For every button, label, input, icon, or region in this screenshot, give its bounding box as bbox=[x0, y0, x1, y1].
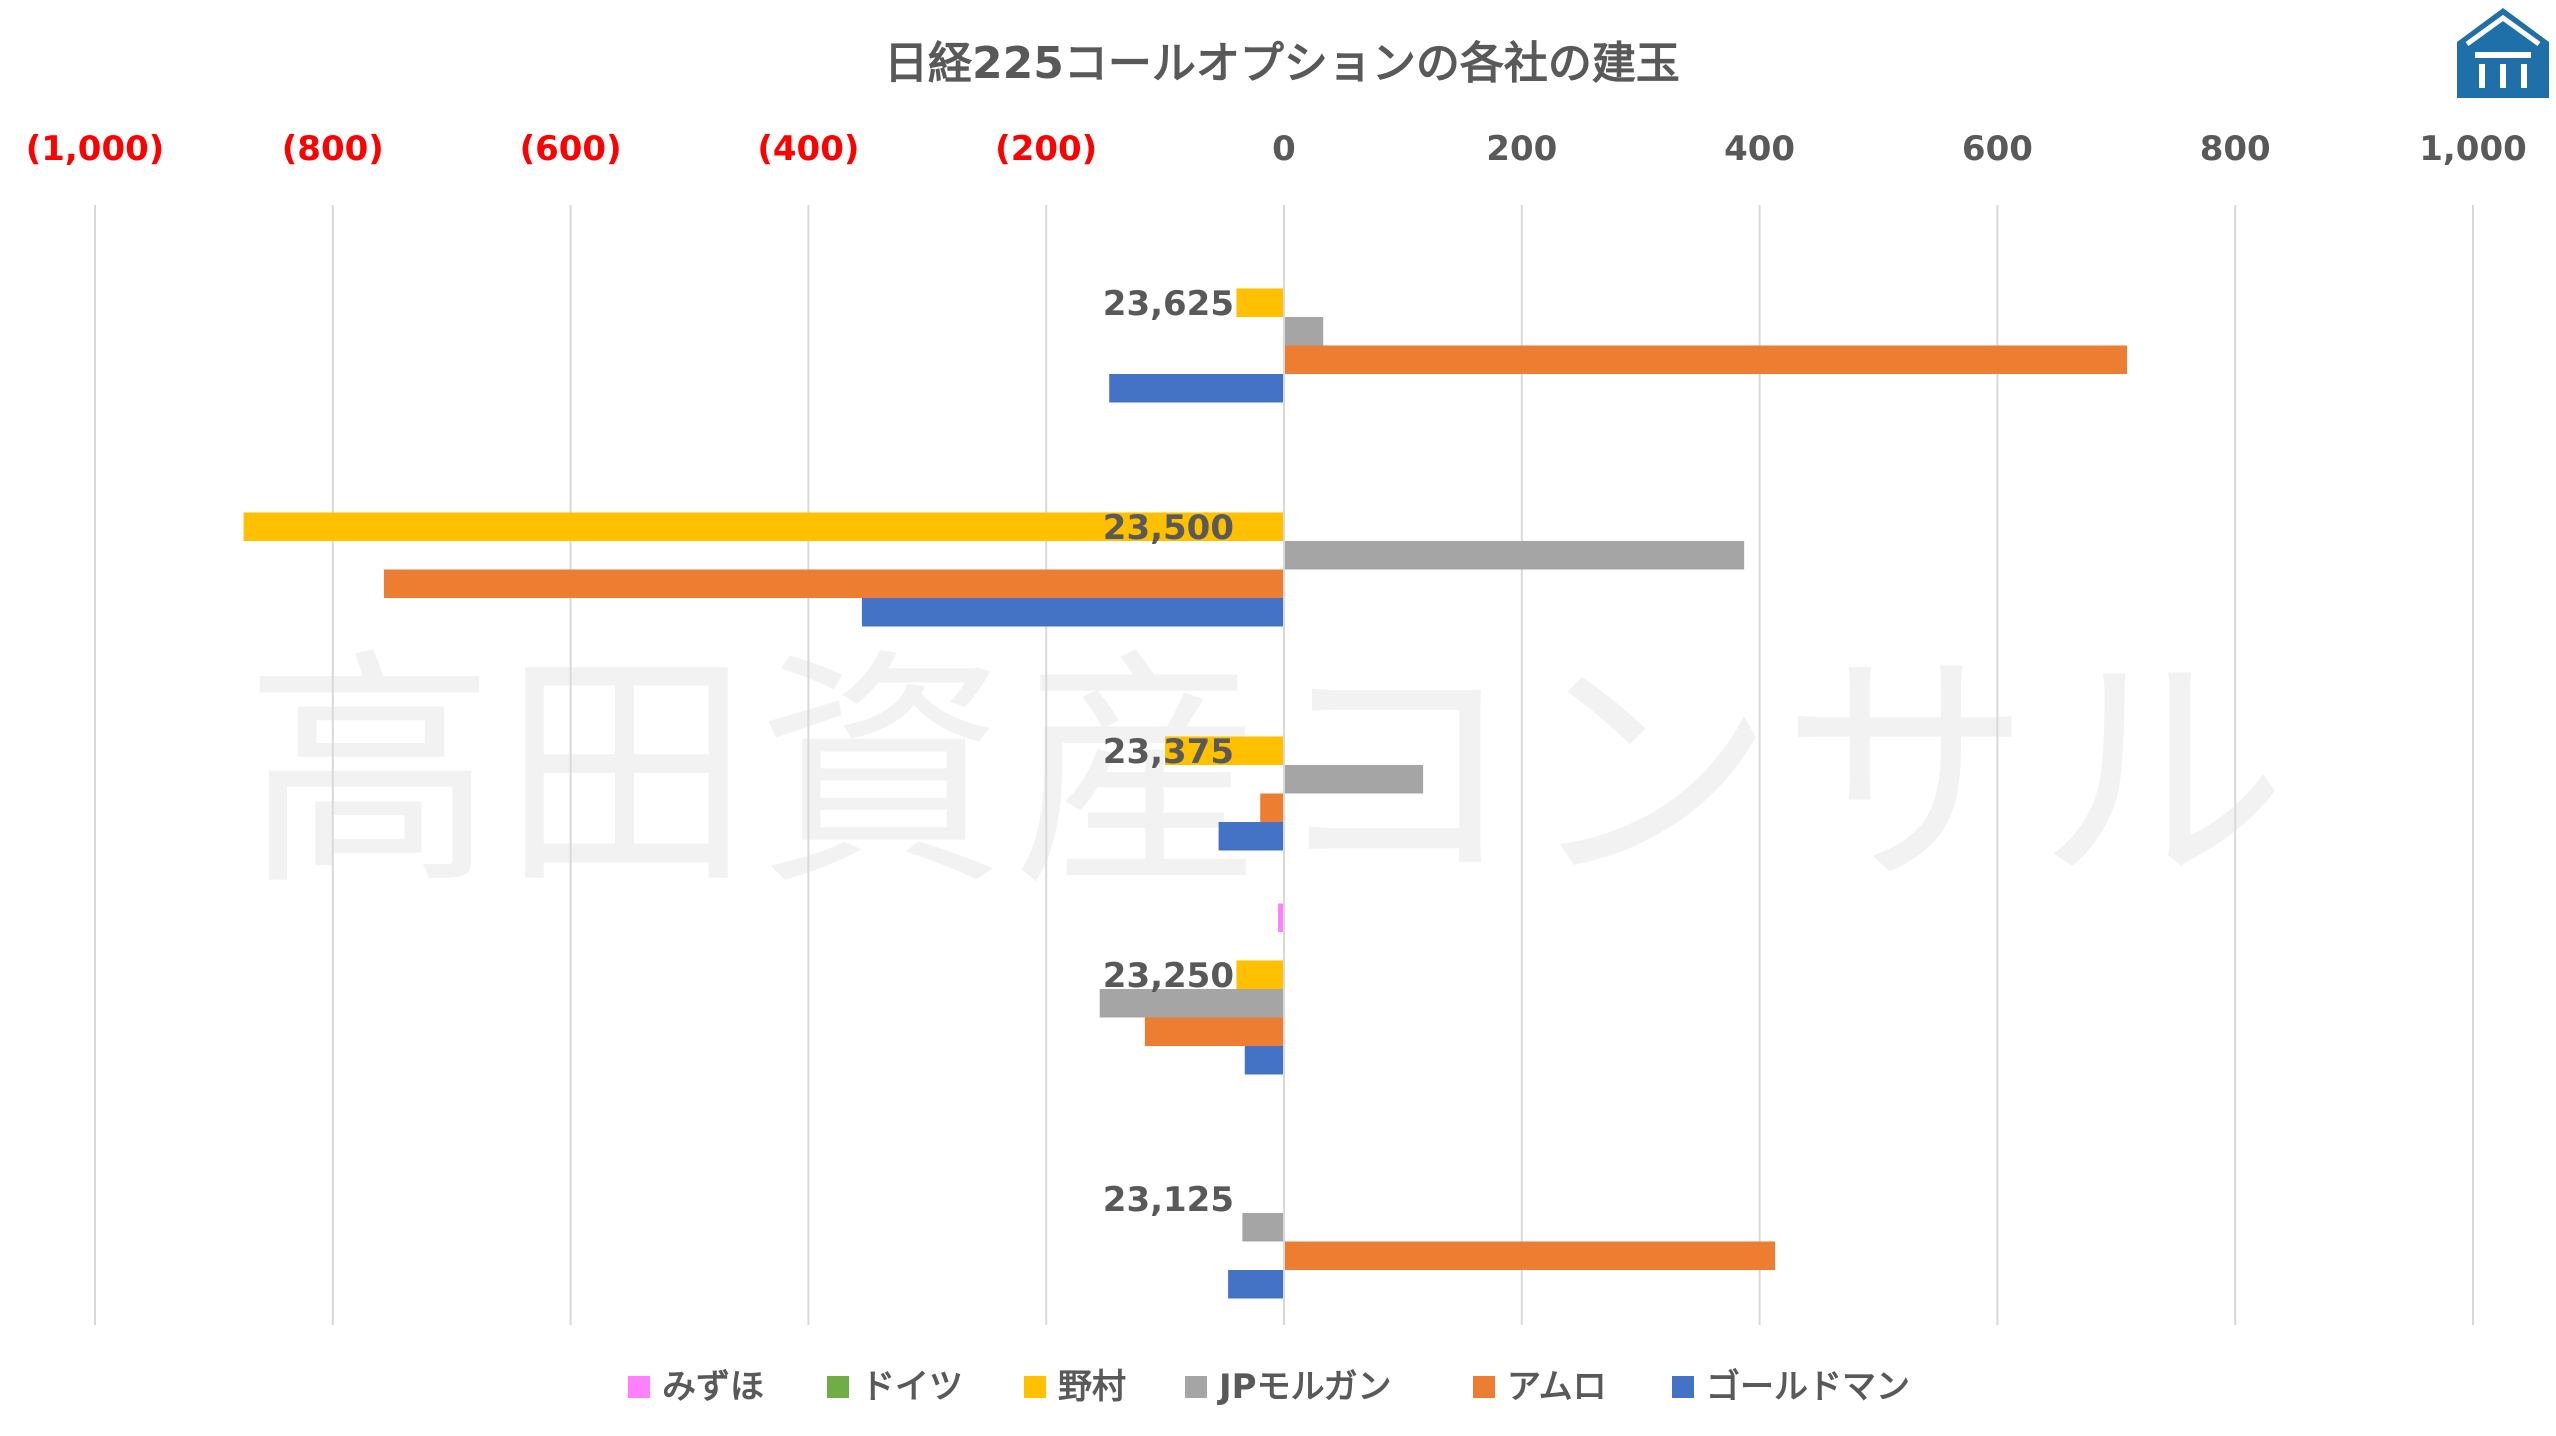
bar bbox=[1242, 1213, 1284, 1242]
bar bbox=[1284, 345, 2128, 374]
category-label: 23,625 bbox=[1103, 284, 1234, 324]
category-label: 23,500 bbox=[1103, 508, 1234, 548]
legend-label: アムロ bbox=[1507, 1367, 1607, 1407]
x-tick-label: 600 bbox=[1962, 129, 2033, 169]
x-axis-ticks: (1,000) (800) (600) (400) (200) 0 200 400 600 800… bbox=[26, 129, 2527, 169]
legend-label: 野村 bbox=[1058, 1367, 1126, 1407]
bar bbox=[1165, 736, 1284, 765]
x-tick-label: 200 bbox=[1486, 129, 1557, 169]
x-tick-label: 0 bbox=[1272, 129, 1296, 169]
bar bbox=[1244, 1046, 1284, 1075]
x-tick-label: 800 bbox=[2200, 129, 2271, 169]
legend: みずほ ドイツ 野村 JPモルガン アムロ ゴールドマン bbox=[628, 1367, 1910, 1407]
category-label: 23,125 bbox=[1103, 1180, 1234, 1220]
bar bbox=[1284, 317, 1324, 346]
legend-swatch bbox=[1024, 1376, 1046, 1398]
x-tick-label: (600) bbox=[520, 129, 622, 169]
bar bbox=[243, 512, 1284, 541]
bar bbox=[1109, 374, 1284, 403]
category-label: 23,375 bbox=[1103, 732, 1234, 772]
bar bbox=[1278, 903, 1284, 932]
bar bbox=[1236, 288, 1284, 317]
category-label: 23,250 bbox=[1103, 956, 1234, 996]
legend-label: ゴールドマン bbox=[1706, 1367, 1910, 1407]
bar bbox=[1260, 793, 1284, 822]
legend-swatch bbox=[628, 1376, 650, 1398]
bars bbox=[243, 288, 2128, 1299]
bar bbox=[1284, 541, 1745, 570]
chart-title: 日経225コールオプションの各社の建玉 bbox=[884, 38, 1680, 89]
legend-label: みずほ bbox=[662, 1367, 764, 1407]
takata-logo-icon bbox=[2457, 8, 2549, 98]
x-tick-label: (800) bbox=[282, 129, 384, 169]
gridlines bbox=[94, 205, 2474, 1325]
bar bbox=[383, 569, 1284, 598]
x-tick-label: (400) bbox=[757, 129, 859, 169]
legend-label: JPモルガン bbox=[1217, 1367, 1392, 1407]
x-tick-label: 400 bbox=[1724, 129, 1795, 169]
bar bbox=[1284, 1241, 1776, 1270]
bar bbox=[1236, 960, 1284, 989]
legend-swatch bbox=[1672, 1376, 1694, 1398]
watermark: 高田資産コンサル bbox=[245, 628, 2293, 919]
category-labels: 23,625 23,500 23,375 23,250 23,125 bbox=[1103, 284, 1234, 1220]
legend-swatch bbox=[1185, 1376, 1207, 1398]
x-tick-label: (200) bbox=[995, 129, 1097, 169]
x-tick-label: 1,000 bbox=[2419, 129, 2527, 169]
legend-swatch bbox=[827, 1376, 849, 1398]
bar bbox=[1218, 822, 1284, 851]
bar bbox=[1284, 765, 1424, 794]
bar bbox=[861, 598, 1284, 627]
logo bbox=[2457, 8, 2549, 98]
bar bbox=[1144, 1017, 1284, 1046]
legend-swatch bbox=[1473, 1376, 1495, 1398]
bar bbox=[1228, 1270, 1284, 1299]
bar bbox=[1099, 989, 1284, 1018]
x-tick-label: (1,000) bbox=[26, 129, 165, 169]
legend-label: ドイツ bbox=[861, 1367, 963, 1407]
